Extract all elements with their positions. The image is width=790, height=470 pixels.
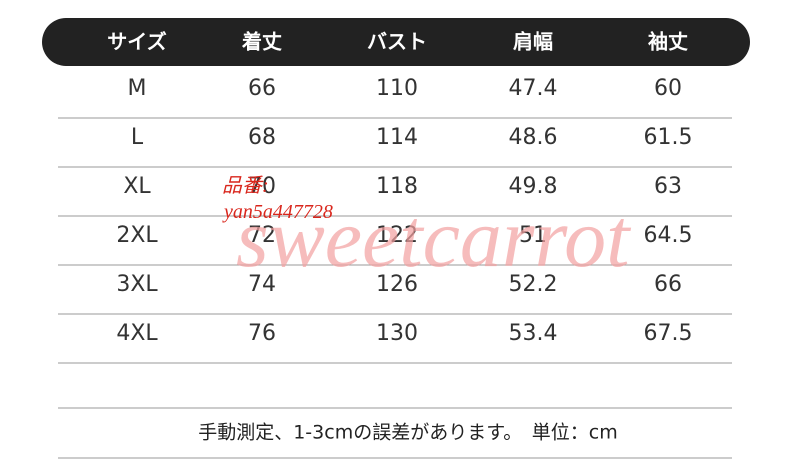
cell: 48.6 xyxy=(509,125,558,150)
cell: 118 xyxy=(376,174,418,199)
cell: 4XL xyxy=(116,321,158,346)
note: 手動測定、1-3cmの誤差があります。 単位：cm xyxy=(198,422,618,444)
cell: 66 xyxy=(248,76,276,101)
cell: 47.4 xyxy=(509,76,558,101)
cell: M xyxy=(128,76,147,101)
cell: 64.5 xyxy=(644,223,693,248)
header: サイズ 着丈 バスト 肩幅 袖丈 xyxy=(107,30,688,54)
cell: 51 xyxy=(519,223,547,248)
cell: 72 xyxy=(248,223,276,248)
cell: 76 xyxy=(248,321,276,346)
cell: 53.4 xyxy=(509,321,558,346)
cell: 110 xyxy=(376,76,418,101)
header-cell: バスト xyxy=(367,30,427,54)
cell: 114 xyxy=(376,125,418,150)
header-cell: 袖丈 xyxy=(648,30,688,54)
cell: 60 xyxy=(654,76,682,101)
cell: 126 xyxy=(376,272,418,297)
cell: 52.2 xyxy=(509,272,558,297)
header-cell: 肩幅 xyxy=(513,30,553,54)
cell: 130 xyxy=(376,321,418,346)
header-cell: 着丈 xyxy=(241,30,282,54)
cell: L xyxy=(131,125,144,150)
watermark-label: 品番: xyxy=(222,175,269,197)
cell: 63 xyxy=(654,174,682,199)
watermark-code: yan5a447728 xyxy=(222,201,333,223)
header-cell: サイズ xyxy=(107,30,166,54)
table-body: M 66 110 47.4 60 L 68 114 48.6 61.5 XL 70 118 49.8 63 2… xyxy=(58,76,732,364)
cell: 67.5 xyxy=(644,321,693,346)
header-bar xyxy=(42,18,750,66)
cell: 2XL xyxy=(116,223,158,248)
watermark-brand: sweetcarrot xyxy=(236,192,632,285)
cell: 3XL xyxy=(116,272,158,297)
cell: 122 xyxy=(376,223,418,248)
cell: 66 xyxy=(654,272,682,297)
cell: 49.8 xyxy=(509,174,558,199)
cell: 74 xyxy=(248,272,276,297)
cell: XL xyxy=(123,174,151,199)
cell: 61.5 xyxy=(644,125,693,150)
cell: 68 xyxy=(248,125,276,150)
cell: 70 xyxy=(248,174,276,199)
